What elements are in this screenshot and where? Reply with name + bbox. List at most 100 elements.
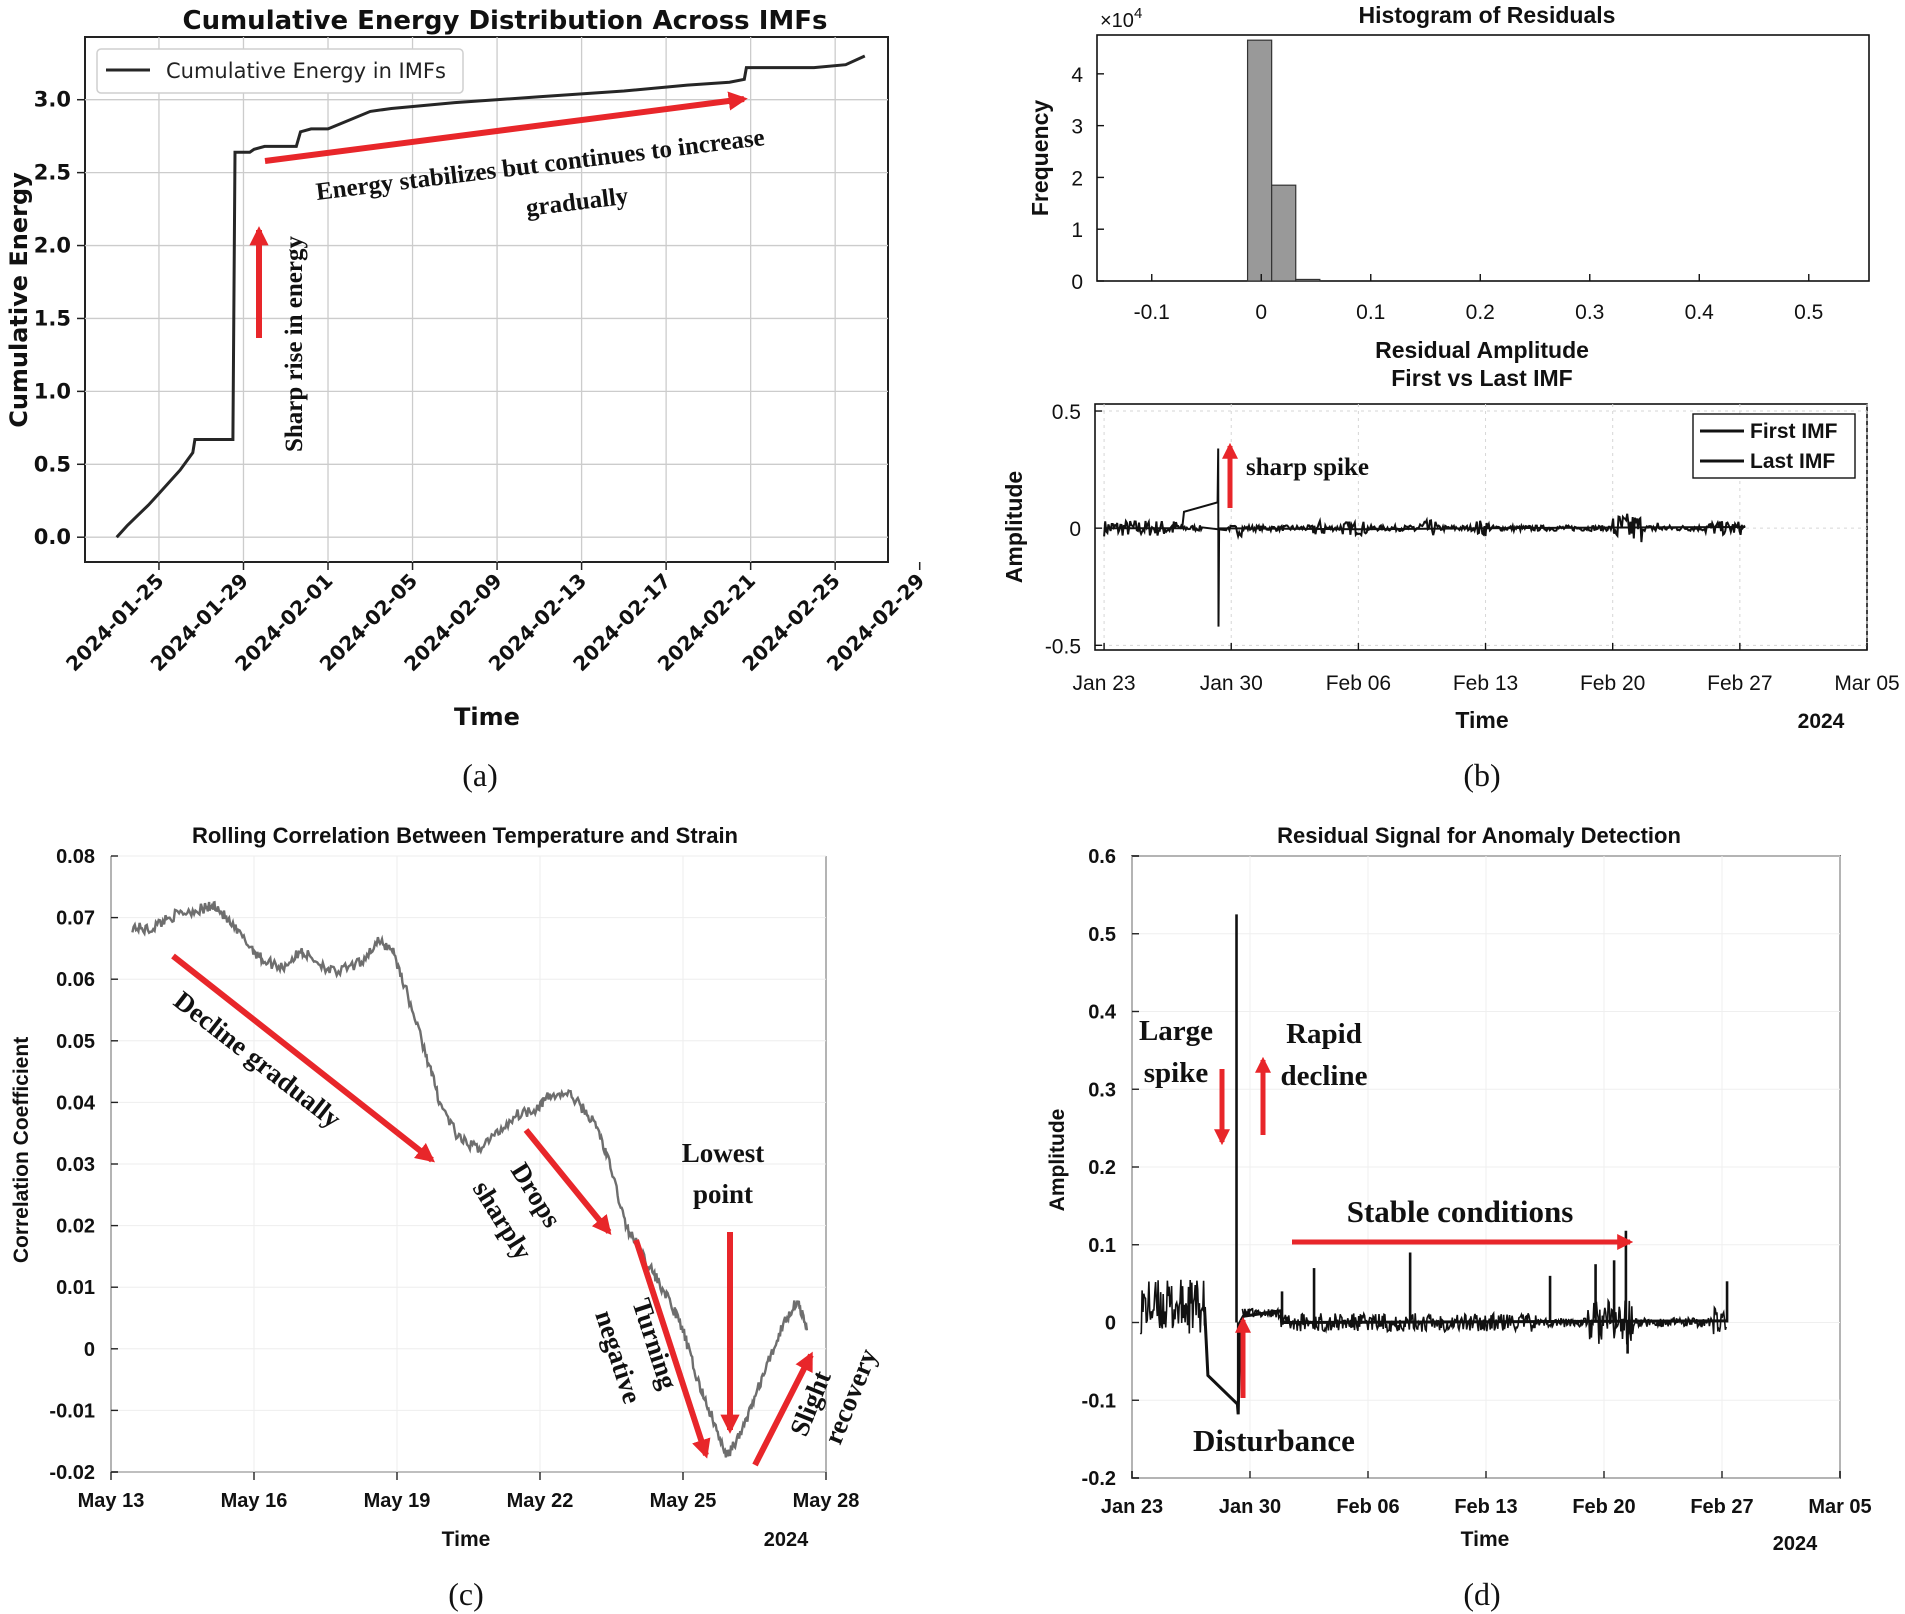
panel-a-y-axis-label: Cumulative Energy <box>5 172 33 428</box>
panel-c-grid <box>110 855 827 1473</box>
panel-d-residual-noise <box>1139 1279 1727 1345</box>
panel-b-imf-x-ticks: Jan 23 Jan 30 Feb 06 Feb 13 Feb 20 Feb 27 Mar … <box>1073 643 1900 695</box>
panel-d-annotation-decline: decline <box>1281 1060 1368 1092</box>
panel-d-annotation-disturbance: Disturbance <box>1193 1423 1355 1458</box>
panel-a-y-tick-label: 0.5 <box>34 452 71 476</box>
panel-d-residual-spikes <box>1235 914 1729 1415</box>
panel-c-y-tick-label: 0.04 <box>56 1092 96 1114</box>
panel-d-x-ticks: Jan 23 Jan 30 Feb 06 Feb 13 Feb 20 Feb 27 Mar … <box>1101 1471 1872 1518</box>
panel-b-annotation-spike: sharp spike <box>1246 454 1369 481</box>
panel-b-histogram-x-tick-label: 0.4 <box>1685 301 1715 324</box>
panel-a-y-tick-label: 3.0 <box>34 88 71 112</box>
panel-b-imf-y-tick-label: 0.5 <box>1052 401 1081 424</box>
panel-d-y-tick-label: -0.1 <box>1082 1390 1116 1412</box>
panel-c-x-axis-label: Time <box>442 1528 491 1551</box>
panel-d-annotation-stable: Stable conditions <box>1347 1194 1574 1229</box>
panel-b-histogram-y-tick-label: 2 <box>1071 167 1083 190</box>
panel-c-correlation-line <box>131 900 809 1458</box>
panel-d-y-tick-label: 0.1 <box>1088 1235 1116 1257</box>
panel-c-y-tick-label: 0.02 <box>56 1216 95 1238</box>
panel-b-histogram-bars <box>1246 39 1321 282</box>
panel-c-x-tick-label: May 16 <box>221 1490 288 1512</box>
panel-a-label: (a) <box>462 757 498 793</box>
panel-a-annotation-sharp-rise: Sharp rise in energy <box>281 236 308 452</box>
panel-d-annotation-spike: spike <box>1144 1057 1209 1089</box>
panel-b-imf-y-ticks: -0.5 0 0.5 <box>1045 401 1102 658</box>
panel-c-y-axis-label: Correlation Coefficient <box>10 1037 33 1263</box>
panel-b-histogram-x-ticks: -0.1 0 0.1 0.2 0.3 0.4 0.5 <box>1134 274 1823 324</box>
panel-a: Cumulative Energy Distribution Across IM… <box>5 6 929 793</box>
panel-b-histogram-y-ticks: 0 1 2 3 4 <box>1071 64 1104 294</box>
panel-a-y-tick-label: 1.0 <box>34 379 71 403</box>
panel-a-legend-box <box>96 48 464 94</box>
panel-d-x-tick-label: Feb 27 <box>1690 1496 1753 1518</box>
panel-b-histogram-title: Histogram of Residuals <box>1359 2 1616 28</box>
panel-b-histogram-y-tick-label: 1 <box>1071 219 1083 242</box>
panel-d: Residual Signal for Anomaly Detection -0… <box>1046 823 1872 1612</box>
panel-a-title: Cumulative Energy Distribution Across IM… <box>183 6 828 36</box>
panel-c-y-tick-label: 0.03 <box>56 1154 95 1176</box>
panel-b-histogram-bar <box>1295 278 1321 282</box>
panel-d-x-tick-label: Jan 23 <box>1101 1496 1163 1518</box>
panel-b-histogram-bar <box>1271 184 1297 282</box>
panel-b-imf-x-tick-label: Jan 23 <box>1073 672 1136 695</box>
panel-c-y-tick-label: 0.08 <box>56 846 95 868</box>
panel-c-x-tick-label: May 13 <box>78 1490 145 1512</box>
panel-d-label: (d) <box>1463 1576 1500 1612</box>
panel-a-y-tick-label: 1.5 <box>34 306 71 330</box>
panel-b-histogram-x-tick-label: 0.2 <box>1466 301 1495 324</box>
panel-c-arrow-recovery <box>752 1351 814 1467</box>
panel-b-histogram-bar <box>1246 39 1273 282</box>
panel-b-imf-legend-box <box>1692 413 1856 479</box>
panel-d-annotation-rapid: Rapid <box>1286 1018 1362 1050</box>
panel-d-y-ticks: -0.2 -0.1 0 0.1 0.2 0.3 0.4 0.5 0.6 <box>1082 846 1139 1490</box>
panel-c-arrow-decline <box>171 953 436 1163</box>
panel-c-y-tick-label: -0.02 <box>49 1462 95 1484</box>
panel-d-x-tick-label: Feb 20 <box>1572 1496 1635 1518</box>
panel-c-arrow-drops <box>523 1128 612 1235</box>
panel-a-y-tick-label: 0.0 <box>34 525 71 549</box>
panel-b-imf-y-tick-label: -0.5 <box>1045 635 1081 658</box>
panel-c-arrow-turning <box>633 1239 711 1459</box>
panel-c-x-ticks: May 13 May 16 May 19 May 22 May 25 May 28 <box>78 1472 859 1512</box>
panel-d-y-tick-label: 0.5 <box>1088 924 1116 946</box>
panel-d-y-tick-label: 0.2 <box>1088 1157 1116 1179</box>
panel-b-imf-title: First vs Last IMF <box>1391 365 1572 391</box>
panel-d-y-tick-label: -0.2 <box>1082 1468 1116 1490</box>
panel-c-y-ticks: -0.02 -0.01 0 0.01 0.02 0.03 0.04 0.05 0.06 0.07 0… <box>49 846 118 1484</box>
panel-a-legend-label: Cumulative Energy in IMFs <box>166 59 446 83</box>
panel-b-imf-x-tick-label: Jan 30 <box>1200 672 1263 695</box>
panel-b-imf-year: 2024 <box>1798 710 1845 733</box>
panel-c-y-tick-label: -0.01 <box>49 1400 95 1422</box>
panel-a-grid <box>85 37 888 562</box>
panel-b-imf-x-axis-label: Time <box>1455 707 1508 733</box>
panel-c-label: (c) <box>448 1576 484 1612</box>
panel-a-plot-area <box>84 36 889 563</box>
panel-a-arrow-gradual <box>264 91 748 164</box>
panel-c: Rolling Correlation Between Temperature … <box>10 823 883 1612</box>
panel-c-y-tick-label: 0.05 <box>56 1031 95 1053</box>
panel-d-y-tick-label: 0.3 <box>1088 1079 1116 1101</box>
panel-d-y-tick-label: 0.6 <box>1088 846 1116 868</box>
panel-b-imf-x-tick-label: Feb 13 <box>1453 672 1518 695</box>
panel-c-annotation-point: point <box>693 1179 753 1209</box>
panel-b-last-imf-line <box>1104 448 1746 627</box>
panel-b-imf-y-axis-label: Amplitude <box>1001 471 1027 583</box>
panel-d-x-axis-label: Time <box>1461 1528 1510 1551</box>
panel-c-x-tick-label: May 22 <box>507 1490 574 1512</box>
panel-d-y-tick-label: 0 <box>1105 1313 1116 1335</box>
panel-b-histogram-x-tick-label: -0.1 <box>1134 301 1170 324</box>
panel-c-annotation-decline: Decline gradually <box>168 985 347 1134</box>
panel-a-x-axis-label: Time <box>454 703 520 731</box>
panel-a-energy-line <box>115 54 866 539</box>
panel-d-y-axis-label: Amplitude <box>1046 1109 1069 1212</box>
panel-d-year: 2024 <box>1773 1533 1818 1555</box>
panel-a-y-tick-label: 2.0 <box>34 234 71 258</box>
panel-c-y-tick-label: 0 <box>84 1339 95 1361</box>
panel-c-year: 2024 <box>764 1529 809 1551</box>
panel-d-x-tick-label: Mar 05 <box>1808 1496 1871 1518</box>
panel-a-x-ticks: 2024-01-252024-01-292024-02-012024-02-05… <box>61 562 929 676</box>
panel-d-annotation-large: Large <box>1139 1015 1213 1047</box>
panel-c-x-tick-label: May 25 <box>650 1490 717 1512</box>
